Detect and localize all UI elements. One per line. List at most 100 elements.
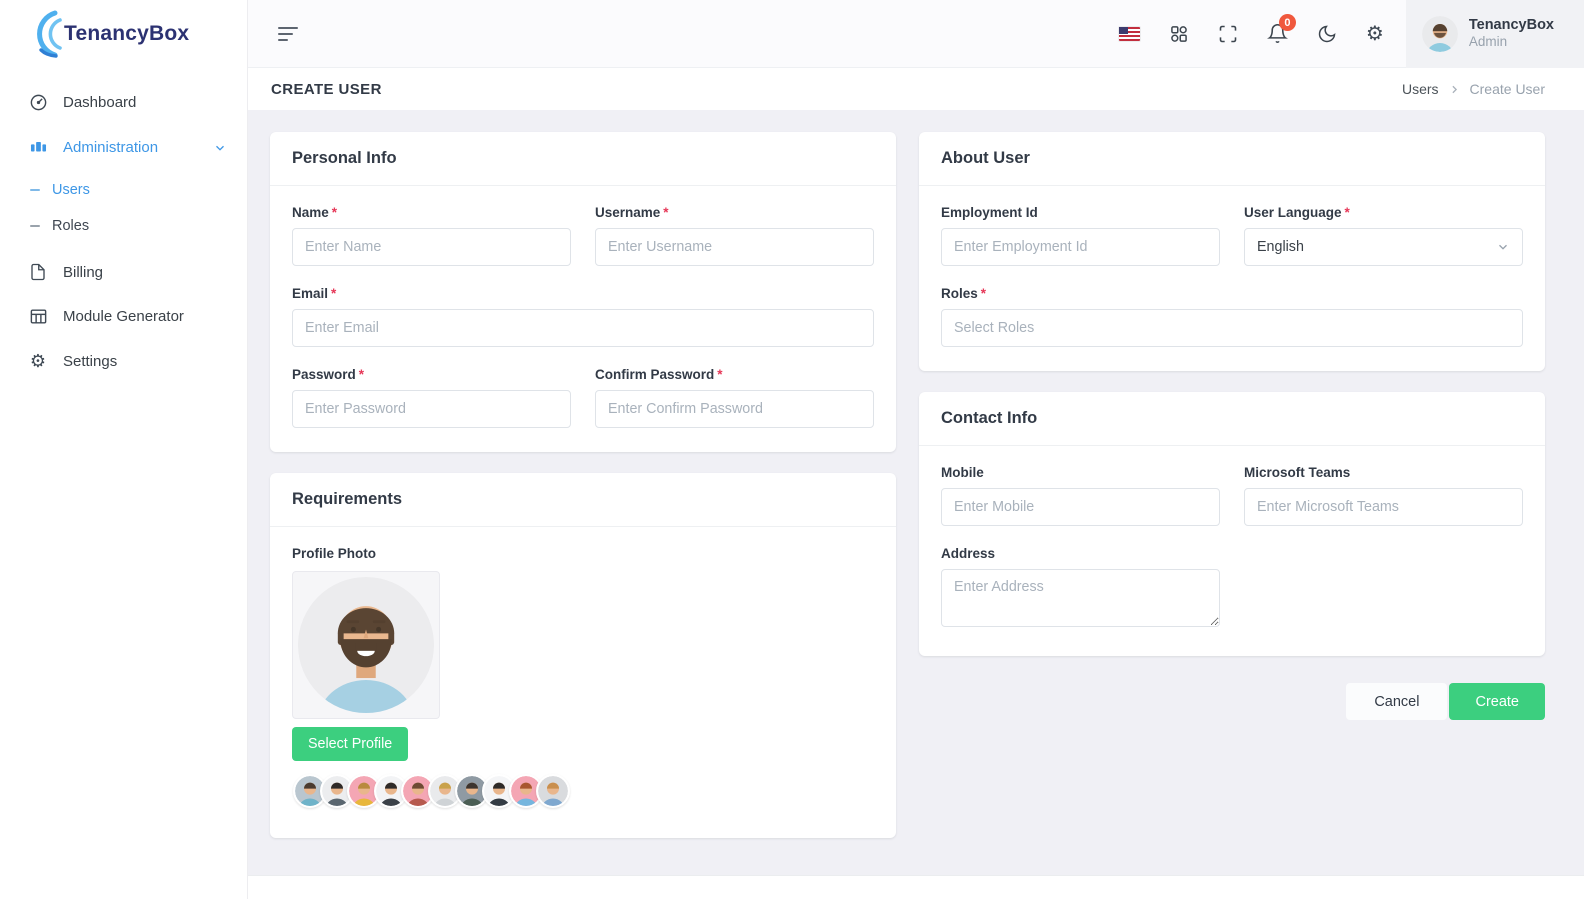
user-menu[interactable]: TenancyBox Admin <box>1405 0 1584 68</box>
chevron-down-icon <box>1496 240 1510 254</box>
sidebar-item-roles[interactable]: Roles <box>0 208 247 244</box>
us-flag-icon <box>1118 26 1140 41</box>
sidebar-submenu-administration: Users Roles <box>0 170 247 250</box>
required-marker: * <box>663 205 669 220</box>
file-icon <box>28 263 48 281</box>
content-area: Personal Info Name* Username* <box>248 110 1584 875</box>
table-icon <box>28 307 48 326</box>
left-column: Personal Info Name* Username* <box>270 132 896 838</box>
dark-mode-button[interactable] <box>1317 24 1337 44</box>
brand-logo-icon <box>37 10 62 58</box>
chevron-right-icon <box>1448 83 1461 96</box>
required-marker: * <box>717 367 723 382</box>
user-name: TenancyBox <box>1468 17 1554 33</box>
dash-icon <box>30 225 40 227</box>
password-input[interactable] <box>292 390 571 428</box>
sidebar-item-settings[interactable]: ⚙︎ Settings <box>0 339 247 383</box>
name-input[interactable] <box>292 228 571 266</box>
label-text: Employment Id <box>941 205 1038 220</box>
mobile-input[interactable] <box>941 488 1220 526</box>
building-icon <box>28 138 48 157</box>
avatar-option[interactable] <box>536 774 570 808</box>
notifications-button[interactable]: 0 <box>1266 14 1296 44</box>
microsoft-teams-input[interactable] <box>1244 488 1523 526</box>
form-actions: Cancel Create <box>919 683 1545 720</box>
brand-name: TenancyBox <box>64 22 190 45</box>
select-profile-button[interactable]: Select Profile <box>292 727 409 761</box>
card-title: Contact Info <box>919 392 1545 446</box>
email-label: Email * <box>292 286 874 301</box>
label-text: Mobile <box>941 465 984 480</box>
language-flag-button[interactable] <box>1118 26 1140 41</box>
sidebar-item-administration[interactable]: Administration <box>0 125 247 170</box>
label-text: Name <box>292 205 329 220</box>
required-marker: * <box>980 286 987 301</box>
apps-button[interactable] <box>1169 24 1189 44</box>
sidebar-item-label: Dashboard <box>63 94 137 111</box>
avatar-strip <box>292 774 874 808</box>
breadcrumb-current: Create User <box>1469 81 1545 97</box>
settings-button[interactable]: ⚙︎ <box>1366 24 1384 44</box>
chevron-down-icon <box>213 141 227 155</box>
right-column: About User Employment Id User Language* … <box>919 132 1545 720</box>
sidebar-item-label: Roles <box>52 218 90 234</box>
label-text: Microsoft Teams <box>1244 465 1351 480</box>
gear-icon: ⚙︎ <box>1365 22 1384 45</box>
roles-label: Roles * <box>941 286 1523 301</box>
required-marker: * <box>358 367 365 382</box>
avatar-option[interactable] <box>401 774 435 808</box>
label-text: Roles <box>941 286 978 301</box>
fullscreen-button[interactable] <box>1218 24 1238 44</box>
confirm-password-input[interactable] <box>595 390 874 428</box>
bell-icon <box>1266 24 1288 43</box>
label-text: Email <box>292 286 329 301</box>
email-input[interactable] <box>292 309 874 347</box>
card-title: Personal Info <box>270 132 896 186</box>
microsoft-teams-label: Microsoft Teams <box>1244 465 1523 480</box>
label-text: Username <box>595 205 661 220</box>
name-label: Name * <box>292 205 571 220</box>
sidebar-item-label: Module Generator <box>63 308 184 325</box>
menu-toggle-button[interactable] <box>272 21 304 47</box>
username-label: Username * <box>595 205 874 220</box>
breadcrumb: Users Create User <box>1402 81 1545 97</box>
sidebar: TenancyBox Dashboard <box>0 0 248 899</box>
apps-grid-icon <box>1171 25 1187 42</box>
label-text: Confirm Password <box>595 367 715 382</box>
user-language-select[interactable]: English <box>1244 228 1523 266</box>
moon-icon <box>1318 25 1336 42</box>
sidebar-item-users[interactable]: Users <box>0 172 247 208</box>
notification-badge: 0 <box>1278 14 1296 31</box>
sidebar-item-module-generator[interactable]: Module Generator <box>0 294 247 339</box>
mobile-label: Mobile <box>941 465 1220 480</box>
gauge-icon <box>28 93 48 112</box>
breadcrumb-users-link[interactable]: Users <box>1401 81 1439 97</box>
gear-icon: ⚙︎ <box>29 351 47 371</box>
user-language-label: User Language * <box>1244 205 1523 220</box>
roles-select[interactable] <box>941 309 1523 347</box>
sidebar-item-dashboard[interactable]: Dashboard <box>0 80 247 125</box>
confirm-password-label: Confirm Password * <box>595 367 874 382</box>
employment-id-label: Employment Id <box>941 205 1220 220</box>
navbar-tools: 0 ⚙︎ <box>1118 14 1384 44</box>
employment-id-input[interactable] <box>941 228 1220 266</box>
selected-language: English <box>1257 239 1304 255</box>
username-input[interactable] <box>595 228 874 266</box>
sidebar-item-billing[interactable]: Billing <box>0 250 247 294</box>
label-text: Address <box>941 546 996 561</box>
create-button[interactable]: Create <box>1449 683 1545 720</box>
sidebar-item-label: Users <box>52 182 90 198</box>
sidebar-item-label: Billing <box>63 263 104 281</box>
user-role: Admin <box>1468 34 1508 50</box>
profile-photo-label: Profile Photo <box>292 546 376 561</box>
profile-photo-preview <box>292 571 440 719</box>
page-header: CREATE USER Users Create User <box>248 68 1584 110</box>
personal-info-card: Personal Info Name* Username* <box>270 132 896 452</box>
address-textarea[interactable] <box>941 569 1220 627</box>
cancel-button[interactable]: Cancel <box>1346 683 1448 720</box>
card-title: Requirements <box>270 473 896 527</box>
sidebar-item-label: Settings <box>63 352 118 370</box>
label-text: User Language <box>1244 205 1342 220</box>
brand-logo[interactable]: TenancyBox <box>0 0 247 68</box>
